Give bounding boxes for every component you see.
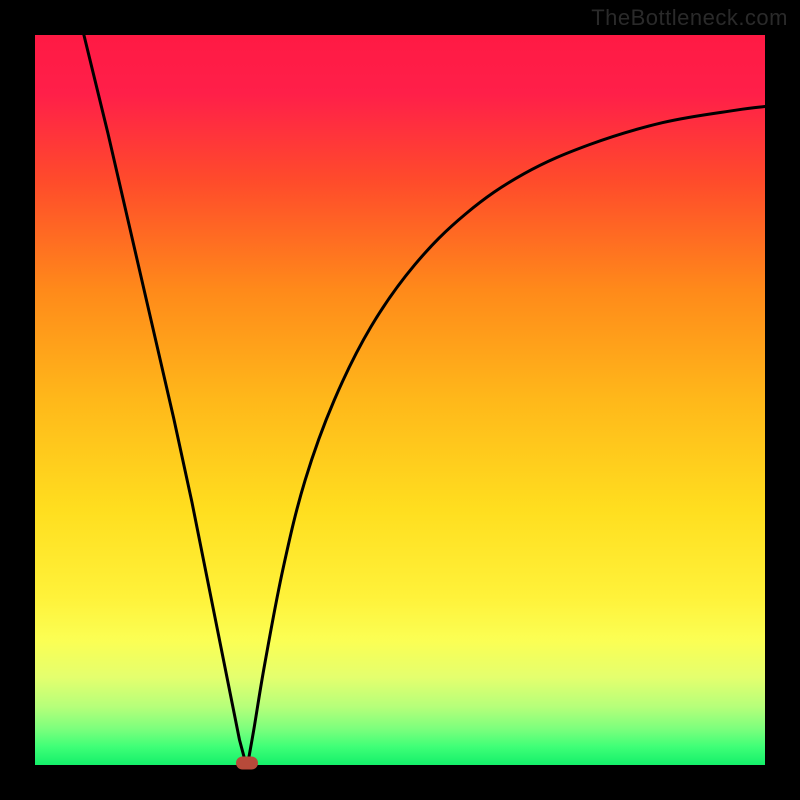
chart-frame: TheBottleneck.com (0, 0, 800, 800)
plot-area (35, 35, 765, 765)
minimum-marker (236, 756, 258, 769)
curve-layer (35, 35, 765, 765)
bottleneck-curve (84, 35, 765, 761)
watermark-text: TheBottleneck.com (591, 5, 788, 31)
